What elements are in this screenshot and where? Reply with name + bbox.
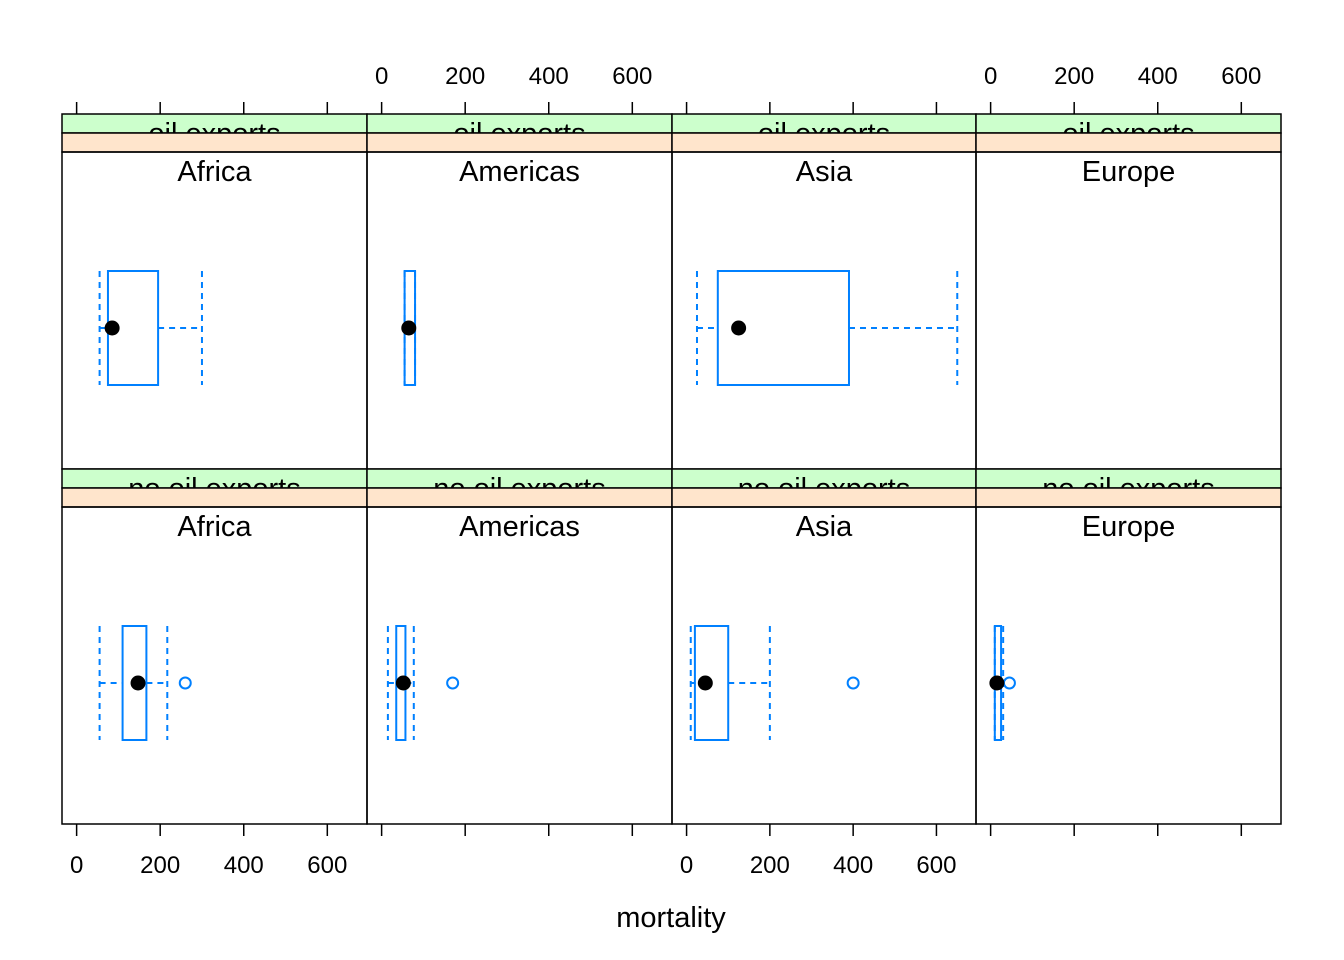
x-axis-title: mortality — [616, 902, 726, 934]
median-dot — [395, 675, 411, 691]
panel-frame — [366, 506, 673, 825]
strip-region-bg — [975, 132, 1282, 153]
panel-frame — [975, 506, 1282, 825]
panel-asia-no-oil-exports: no oil exportsAsia — [671, 468, 977, 825]
outlier-point — [846, 676, 860, 690]
strip-region-label: Africa — [177, 511, 252, 543]
strip-region-label: Americas — [459, 511, 580, 543]
box-iqr — [121, 625, 148, 741]
bottom-tick-label: 600 — [916, 852, 956, 879]
panel-frame — [975, 151, 1282, 470]
bottom-tick-label: 200 — [140, 852, 180, 879]
top-tick-label: 200 — [445, 63, 485, 90]
median-dot — [989, 675, 1005, 691]
top-tick-label: 600 — [612, 63, 652, 90]
bottom-tick-label: 0 — [70, 852, 83, 879]
bottom-tick-label: 200 — [750, 852, 790, 879]
bottom-tick-label: 0 — [680, 852, 693, 879]
panel-americas-oil-exports: oil exportsAmericas — [366, 113, 673, 470]
strip-region-bg — [61, 487, 368, 508]
strip-region-label: Europe — [1082, 511, 1176, 543]
strip-region-bg — [975, 487, 1282, 508]
panel-africa-oil-exports: oil exportsAfrica — [61, 113, 368, 470]
strip-region-label: Asia — [796, 156, 853, 188]
top-tick-label: 400 — [529, 63, 569, 90]
median-dot — [731, 320, 747, 336]
top-tick-label: 0 — [984, 63, 997, 90]
strip-region-label: Asia — [796, 511, 853, 543]
outlier-point — [446, 676, 460, 690]
median-dot — [130, 675, 146, 691]
panel-europe-no-oil-exports: no oil exportsEurope — [975, 468, 1282, 825]
outlier-point — [178, 676, 192, 690]
bottom-tick-label: 400 — [224, 852, 264, 879]
axes-layer: 0 200 400 600 0 200 400 600 0 200 400 600 0 200 400 600 — [70, 63, 1261, 879]
strip-region-label: Africa — [177, 156, 252, 188]
top-tick-label: 0 — [375, 63, 388, 90]
panels-layer: oil exportsAfricaoil exportsAmericasoil … — [61, 113, 1282, 825]
strip-region-bg — [61, 132, 368, 153]
strip-region-label: Europe — [1082, 156, 1176, 188]
top-tick-label: 200 — [1054, 63, 1094, 90]
bottom-tick-label: 400 — [833, 852, 873, 879]
panel-frame — [61, 506, 368, 825]
strip-region-bg — [366, 132, 673, 153]
panel-africa-no-oil-exports: no oil exportsAfrica — [61, 468, 368, 825]
top-tick-label: 400 — [1138, 63, 1178, 90]
top-tick-label: 600 — [1221, 63, 1261, 90]
strip-region-bg — [671, 132, 977, 153]
median-dot — [104, 320, 120, 336]
bottom-tick-label: 600 — [307, 852, 347, 879]
panel-frame — [366, 151, 673, 470]
panel-frame — [671, 506, 977, 825]
panel-asia-oil-exports: oil exportsAsia — [671, 113, 977, 470]
median-dot — [401, 320, 417, 336]
strip-region-bg — [671, 487, 977, 508]
strip-region-label: Americas — [459, 156, 580, 188]
strip-region-bg — [366, 487, 673, 508]
outlier-point — [1002, 676, 1016, 690]
panel-americas-no-oil-exports: no oil exportsAmericas — [366, 468, 673, 825]
box-iqr — [693, 625, 730, 741]
median-dot — [697, 675, 713, 691]
box-iqr — [716, 270, 850, 386]
panel-europe-oil-exports: oil exportsEurope — [975, 113, 1282, 470]
